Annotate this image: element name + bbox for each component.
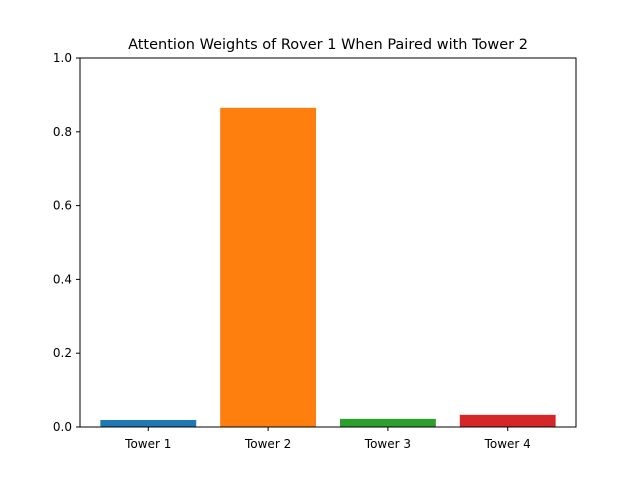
y-tick-label: 0.8 xyxy=(53,125,72,139)
bar-tower-3 xyxy=(339,418,436,427)
x-tick-label: Tower 2 xyxy=(244,437,291,451)
y-axis: 0.0 0.2 0.4 0.6 0.8 1.0 xyxy=(53,51,80,434)
y-tick-label: 1.0 xyxy=(53,51,72,65)
chart-title: Attention Weights of Rover 1 When Paired… xyxy=(128,37,528,53)
y-tick-label: 0.4 xyxy=(53,272,72,286)
bar-tower-1 xyxy=(100,419,197,427)
x-tick-label: Tower 4 xyxy=(484,437,531,451)
y-tick-label: 0.0 xyxy=(53,420,72,434)
bar-tower-4 xyxy=(459,414,556,427)
x-tick-label: Tower 3 xyxy=(364,437,411,451)
bars-layer xyxy=(100,107,556,427)
plot-frame xyxy=(79,57,577,428)
y-tick-label: 0.6 xyxy=(53,199,72,213)
y-tick-label: 0.2 xyxy=(53,346,72,360)
x-tick-label: Tower 1 xyxy=(124,437,171,451)
x-axis: Tower 1 Tower 2 Tower 3 Tower 4 xyxy=(124,427,531,451)
bar-tower-2 xyxy=(220,107,317,427)
